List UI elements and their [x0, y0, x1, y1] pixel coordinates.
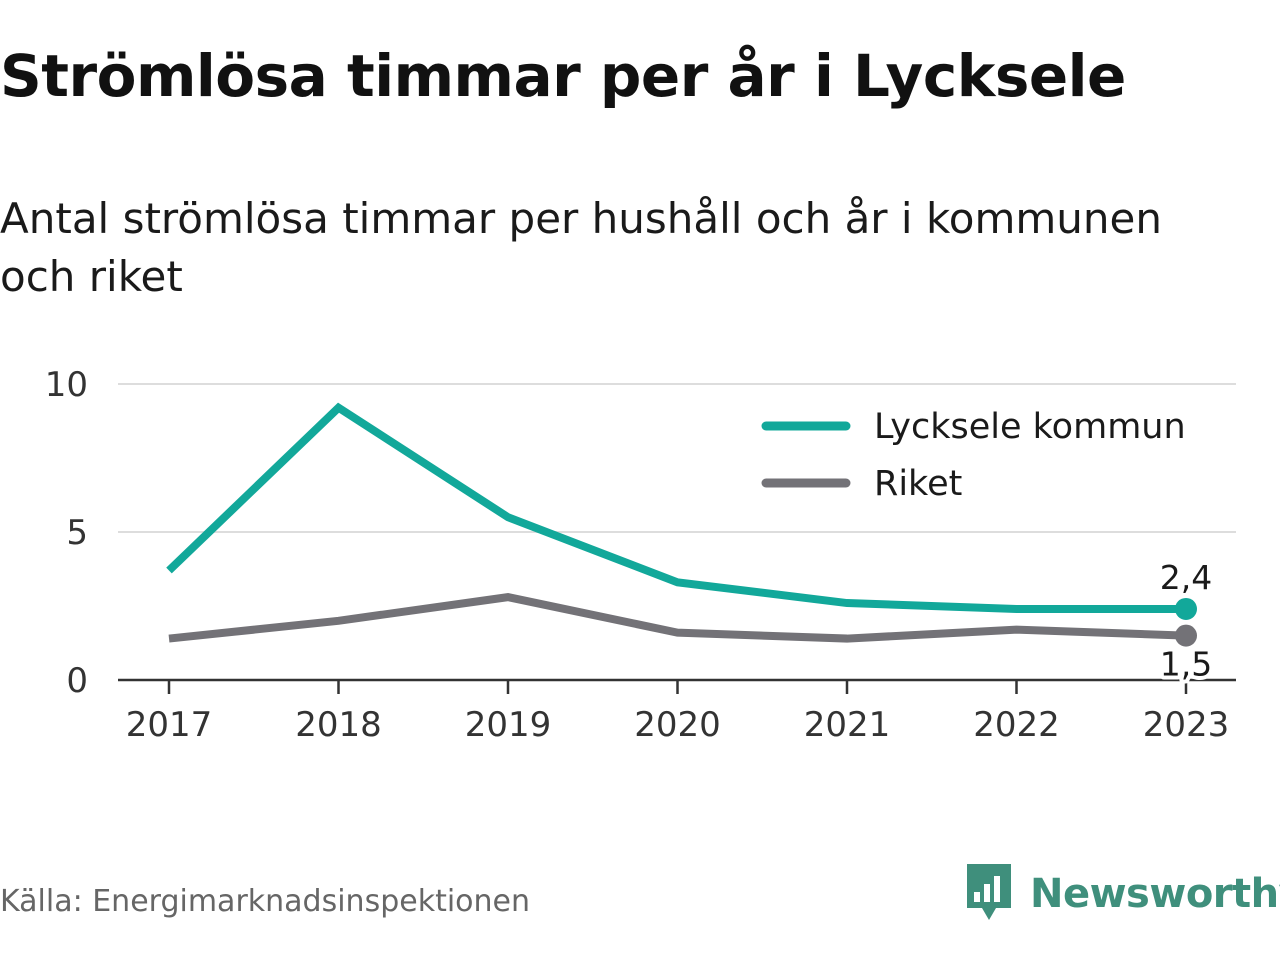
- bar-chart-speech-bubble-icon: [967, 864, 1011, 920]
- end-value-halo-lycksele-kommun: 2,4: [1160, 558, 1212, 597]
- legend-label-lycksele-kommun: Lycksele kommun: [874, 407, 1186, 447]
- y-tick-label-10: 10: [45, 365, 88, 405]
- x-tick-label-2018: 2018: [295, 705, 382, 745]
- series-end-point-riket: [1175, 624, 1197, 647]
- source-note: Källa: Energimarknadsinspektionen: [0, 884, 531, 919]
- y-tick-label-5: 5: [66, 513, 88, 553]
- end-value-halo-riket: 1,5: [1160, 645, 1212, 684]
- series-line-riket: [168, 593, 1187, 643]
- end-value-label-riket: 1,5: [1160, 645, 1212, 684]
- series-line-lycksele-kommun: [166, 402, 1186, 613]
- x-tick-label-2023: 2023: [1143, 705, 1230, 745]
- chart-title: Strömlösa timmar per år i Lycksele: [0, 42, 1126, 110]
- chart-subtitle: Antal strömlösa timmar per hushåll och å…: [0, 194, 1162, 301]
- y-tick-label-0: 0: [66, 661, 88, 701]
- y-axis-tick-labels: 0 5 10: [45, 365, 88, 701]
- legend: Lycksele kommun Riket: [761, 407, 1186, 504]
- x-tick-label-2020: 2020: [634, 705, 721, 745]
- x-tick-label-2017: 2017: [126, 705, 213, 745]
- brand-name: Newsworthy: [1030, 871, 1280, 917]
- legend-label-riket: Riket: [874, 464, 962, 504]
- series-end-point-lycksele-kommun: [1175, 597, 1197, 620]
- series-lines: 2,42,41,51,5: [166, 402, 1216, 688]
- x-axis: 2017 2018 2019 2020 2021 2022 2023: [118, 678, 1236, 745]
- x-tick-label-2019: 2019: [465, 705, 552, 745]
- x-tick-label-2022: 2022: [973, 705, 1060, 745]
- brand-logo: Newsworthy: [964, 862, 1280, 926]
- grid-lines: [118, 383, 1236, 533]
- end-value-label-lycksele-kommun: 2,4: [1160, 558, 1212, 597]
- x-tick-label-2021: 2021: [804, 705, 891, 745]
